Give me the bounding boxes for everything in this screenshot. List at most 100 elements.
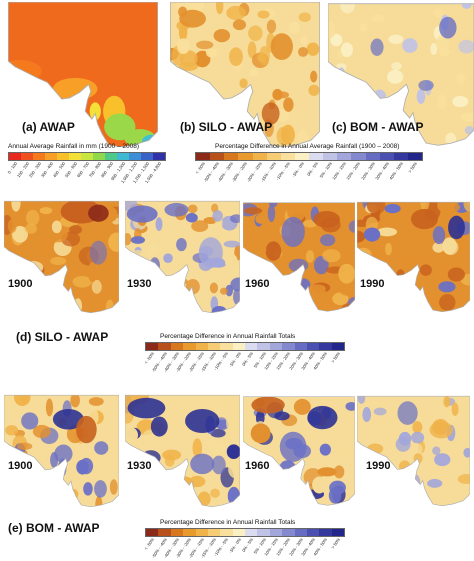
legend-totals-ticks-e: < -50% -50% - -40% -40% - -30% -30% - -20% -… — [143, 537, 343, 559]
legend-swatch — [280, 153, 295, 160]
year-label-silo-1900: 1900 — [8, 278, 33, 290]
legend-swatch — [331, 343, 344, 350]
legend-swatch — [282, 343, 295, 350]
legend-swatch — [33, 153, 45, 160]
silo-1900-map — [4, 200, 119, 314]
legend-swatch — [196, 153, 211, 160]
legend-totals-ticks-d: < -50% -50% - -40% -40% - -30% -30% - -20% -… — [143, 351, 343, 373]
legend-swatch — [294, 343, 307, 350]
legend-swatch — [129, 153, 141, 160]
legend-avg-title: Percentage Difference in Annual Average … — [215, 143, 400, 150]
legend-swatch — [158, 529, 171, 536]
panel-label-d: (d) SILO - AWAP — [16, 330, 109, 344]
year-label-bom-1900: 1900 — [8, 460, 33, 472]
legend-swatch — [407, 153, 422, 160]
legend-tick-label: < -50% — [143, 537, 156, 551]
legend-swatch — [57, 153, 69, 160]
legend-tick-label: 0% - 5% — [305, 161, 320, 177]
panel-label-a: (a) AWAP — [22, 120, 75, 134]
legend-swatch — [183, 529, 196, 536]
bom-1960-map — [243, 396, 355, 506]
silo-1960-map — [243, 202, 355, 312]
awap-rainfall-map — [8, 2, 158, 147]
legend-swatch — [252, 153, 267, 160]
legend-swatch — [319, 343, 332, 350]
legend-swatch — [146, 529, 159, 536]
bom-1900-map — [4, 394, 119, 508]
panel-label-c: (c) BOM - AWAP — [332, 120, 424, 134]
year-label-silo-1930: 1930 — [127, 278, 152, 290]
legend-swatch — [379, 153, 394, 160]
legend-swatch — [170, 343, 184, 350]
legend-swatch — [245, 343, 258, 350]
legend-swatch — [105, 153, 117, 160]
silo-awap-avg-map — [170, 2, 320, 147]
legend-swatch — [351, 153, 366, 160]
legend-swatch — [183, 343, 196, 350]
panel-label-b: (b) SILO - AWAP — [180, 120, 273, 134]
legend-swatch — [45, 153, 57, 160]
legend-rain-ticks: 0 - 100 100 - 200 200 - 300 300 - 400 400 - … — [7, 161, 164, 184]
legend-tick: 40% - 50% — [313, 537, 330, 557]
legend-swatch — [220, 529, 233, 536]
year-label-silo-1990: 1990 — [360, 278, 385, 290]
bom-1930-map — [125, 394, 240, 508]
legend-swatch — [232, 343, 245, 350]
legend-tick: > 50% — [407, 161, 421, 175]
silo-1990-map — [357, 201, 470, 313]
legend-swatch — [207, 529, 221, 536]
legend-swatch — [294, 153, 309, 160]
legend-swatch — [153, 153, 165, 160]
legend-tick: > 50% — [329, 537, 343, 551]
legend-rain-title: Annual Average Rainfall in mm (1900 – 20… — [8, 143, 140, 150]
legend-swatch — [93, 153, 105, 160]
legend-avg-ticks: < -50% -50% - -40% -40% - -30% -30% - -20% -… — [194, 161, 421, 183]
legend-swatch — [309, 153, 324, 160]
legend-tick: > 50% — [329, 351, 343, 365]
legend-swatch — [323, 153, 338, 160]
legend-tick: 40% - 50% — [313, 351, 330, 371]
legend-swatch — [21, 153, 33, 160]
legend-swatch — [337, 153, 352, 160]
legend-swatch — [269, 529, 283, 536]
legend-swatch — [365, 153, 380, 160]
legend-swatch — [282, 529, 295, 536]
legend-tick: 1,500 - 4,800 — [144, 161, 164, 184]
legend-swatch — [266, 153, 281, 160]
legend-swatch — [393, 153, 408, 160]
legend-swatch — [195, 343, 208, 350]
legend-tick-label: -5% - 0% — [291, 161, 306, 178]
legend-swatch — [331, 529, 344, 536]
year-label-bom-1930: 1930 — [127, 460, 152, 472]
legend-swatch — [195, 529, 208, 536]
legend-swatch — [170, 529, 184, 536]
legend-swatch — [146, 343, 159, 350]
legend-swatch — [141, 153, 153, 160]
legend-swatch — [306, 343, 320, 350]
legend-swatch — [69, 153, 81, 160]
legend-tick-label: < -50% — [194, 161, 207, 175]
legend-swatch — [224, 153, 239, 160]
legend-swatch — [9, 153, 21, 160]
bom-awap-avg-map — [328, 3, 474, 146]
year-label-bom-1960: 1960 — [245, 460, 270, 472]
legend-swatch — [319, 529, 332, 536]
year-label-bom-1990: 1990 — [366, 460, 391, 472]
legend-tick-label: > 50% — [407, 161, 419, 174]
legend-swatch — [294, 529, 307, 536]
legend-swatch — [232, 529, 245, 536]
legend-totals-title-d: Percentage Difference in Annual Rainfall… — [160, 333, 296, 340]
legend-swatch — [269, 343, 283, 350]
legend-tick-label: > 50% — [329, 537, 341, 550]
legend-tick-label: < -50% — [143, 351, 156, 365]
silo-1930-map — [125, 200, 240, 314]
year-label-silo-1960: 1960 — [245, 278, 270, 290]
legend-tick-label: > 50% — [329, 351, 341, 364]
legend-tick: 40% - 50% — [388, 161, 407, 181]
legend-totals-swatches-e — [145, 528, 345, 537]
legend-rain-swatches — [8, 152, 166, 161]
panel-label-e: (e) BOM - AWAP — [8, 521, 100, 535]
bom-1990-map — [357, 395, 470, 507]
legend-swatch — [257, 529, 270, 536]
legend-swatch — [81, 153, 93, 160]
